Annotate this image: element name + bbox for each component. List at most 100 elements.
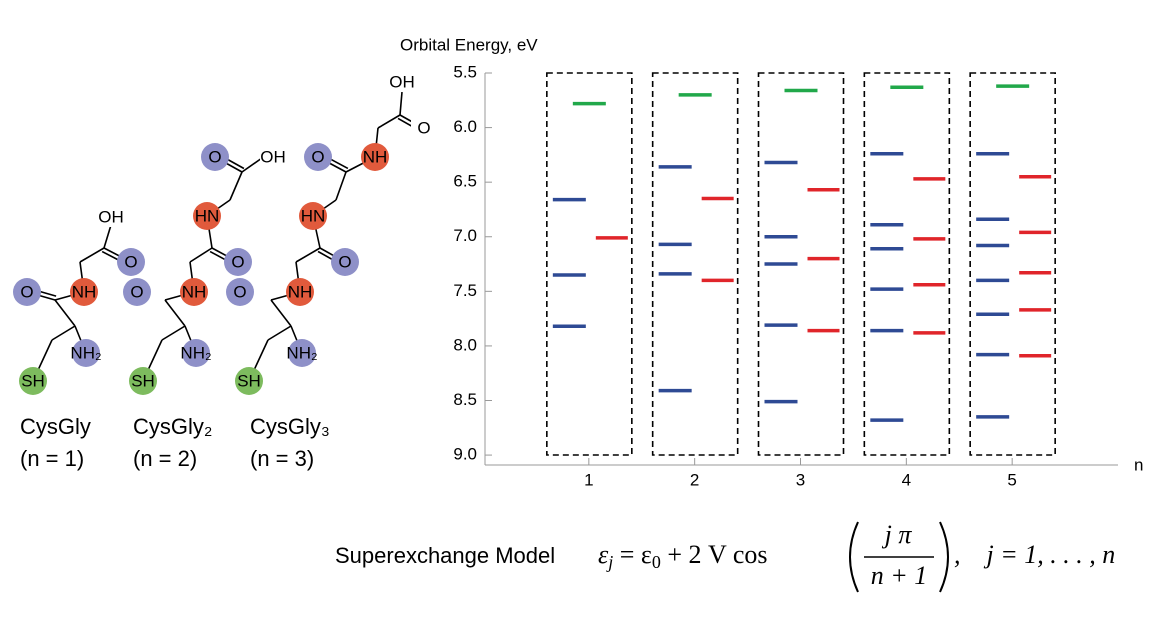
atom-label: NH₂ (286, 343, 317, 362)
atom-label: OH (260, 147, 286, 166)
x-tick-label: 5 (1007, 470, 1016, 489)
atom-label: NH (288, 282, 313, 301)
atom-circle (180, 278, 208, 306)
y-tick-label: 9.0 (453, 445, 477, 464)
atom-circle (13, 278, 41, 306)
atom-circle (288, 339, 316, 367)
atom-bg (260, 147, 286, 167)
bond (399, 91, 403, 116)
formula-left: εj = ε0 + 2 V cos (598, 540, 768, 572)
atom-label: HN (301, 206, 326, 225)
atom-circle (286, 278, 314, 306)
atom-circle (72, 339, 100, 367)
atom-label: O (20, 282, 33, 301)
paren (939, 521, 949, 593)
formula-sub: j (606, 552, 613, 572)
atom-circle (224, 248, 252, 276)
atom-label: O (417, 118, 430, 137)
x-tick-label: 4 (902, 470, 911, 489)
atom-circle (117, 248, 145, 276)
atom-label: NH (72, 282, 97, 301)
bond (229, 171, 243, 201)
atom-label: O (231, 252, 244, 271)
bond (164, 299, 186, 327)
paren (849, 521, 859, 593)
atom-label: O (311, 147, 324, 166)
formula-part: ε (598, 540, 609, 569)
formula-numerator: j π (882, 520, 913, 549)
molecule-name: CysGly₃ (250, 414, 330, 439)
bond (377, 114, 401, 129)
atom-label: NH (363, 147, 388, 166)
atom-label: NH₂ (180, 343, 211, 362)
x-tick-label: 2 (690, 470, 699, 489)
y-tick-label: 8.0 (453, 335, 477, 354)
y-tick-label: 8.5 (453, 390, 477, 409)
x-tick-label: 1 (584, 470, 593, 489)
molecule-n: (n = 2) (133, 446, 197, 471)
atom-circle (70, 278, 98, 306)
formula-part: + 2 V cos (661, 540, 768, 569)
atom-circle (182, 339, 210, 367)
group-box (969, 72, 1056, 456)
formula-tail: , j = 1, . . . , n (954, 540, 1115, 569)
bond (335, 171, 347, 201)
atom-circle (123, 278, 151, 306)
atom-label: O (130, 282, 143, 301)
bond (161, 325, 186, 341)
atom-circle (129, 367, 157, 395)
y-axis-label: Orbital Energy, eV (400, 35, 538, 54)
bond (189, 247, 213, 263)
atom-circle (201, 143, 229, 171)
group-box (546, 72, 633, 456)
atom-bg (389, 72, 415, 92)
bond (51, 325, 76, 341)
y-tick-label: 6.0 (453, 117, 477, 136)
y-tick-label: 7.0 (453, 226, 477, 245)
atom-label: OH (389, 72, 415, 91)
bond (241, 157, 263, 173)
atom-circle (226, 278, 254, 306)
group-box (863, 72, 951, 456)
atom-label: SH (131, 371, 155, 390)
model-label: Superexchange Model (335, 543, 555, 568)
bond (270, 299, 292, 327)
group-box (651, 72, 739, 456)
molecule-n: (n = 3) (250, 446, 314, 471)
bond (267, 325, 292, 341)
y-tick-label: 7.5 (453, 281, 477, 300)
atom-label: O (208, 147, 221, 166)
bond (295, 247, 321, 263)
atom-circle (331, 248, 359, 276)
atom-label: HN (195, 206, 220, 225)
atom-label: SH (21, 371, 45, 390)
x-axis-label: n (1134, 455, 1143, 474)
atom-bg (411, 118, 437, 138)
atom-label: O (124, 252, 137, 271)
atom-circle (299, 202, 327, 230)
atom-label: O (338, 252, 351, 271)
y-tick-label: 5.5 (453, 62, 477, 81)
atom-circle (19, 367, 47, 395)
atom-bg (98, 207, 124, 227)
molecule-name: CysGly₂ (133, 414, 212, 439)
molecule-name: CysGly (20, 414, 91, 439)
molecule-n: (n = 1) (20, 446, 84, 471)
bond (79, 247, 105, 263)
atom-circle (235, 367, 263, 395)
bond (103, 224, 112, 249)
atom-label: NH (182, 282, 207, 301)
formula-sub: 0 (652, 552, 661, 572)
atom-label: OH (98, 207, 124, 226)
atom-circle (304, 143, 332, 171)
x-tick-label: 3 (796, 470, 805, 489)
atom-label: NH₂ (70, 343, 101, 362)
formula-part: = ε (613, 540, 652, 569)
y-tick-label: 6.5 (453, 172, 477, 191)
formula-denominator: n + 1 (871, 561, 928, 590)
atom-label: O (233, 282, 246, 301)
atom-circle (193, 202, 221, 230)
group-box (757, 72, 845, 456)
